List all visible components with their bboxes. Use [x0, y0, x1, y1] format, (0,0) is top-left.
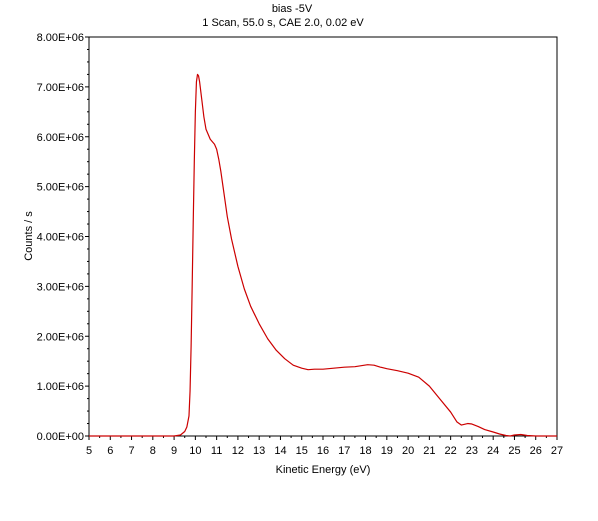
- x-axis-ticks: 5 6 7 8 9 10 11 12 13 14 15 16 17 18 19 20 21 22 23 24 25 26 2…: [86, 436, 563, 457]
- x-tick-label: 19: [381, 445, 393, 457]
- chart-title: bias -5V: [272, 3, 313, 15]
- x-tick-label: 16: [317, 445, 329, 457]
- x-tick-label: 17: [338, 445, 350, 457]
- y-tick-label: 4.00E+06: [37, 232, 84, 244]
- y-tick-label: 7.00E+06: [37, 82, 84, 94]
- x-tick-label: 20: [402, 445, 414, 457]
- x-tick-label: 12: [232, 445, 244, 457]
- x-tick-label: 21: [423, 445, 435, 457]
- x-tick-label: 18: [359, 445, 371, 457]
- x-tick-label: 25: [508, 445, 520, 457]
- y-tick-label: 2.00E+06: [37, 331, 84, 343]
- x-tick-label: 27: [551, 445, 563, 457]
- x-tick-label: 14: [274, 445, 286, 457]
- x-tick-label: 5: [86, 445, 92, 457]
- x-tick-label: 23: [466, 445, 478, 457]
- x-tick-label: 10: [189, 445, 201, 457]
- x-tick-label: 7: [128, 445, 134, 457]
- chart-subtitle: 1 Scan, 55.0 s, CAE 2.0, 0.02 eV: [202, 17, 364, 29]
- x-tick-label: 11: [211, 445, 222, 457]
- y-axis-label: Counts / s: [23, 211, 35, 261]
- y-tick-label: 0.00E+00: [37, 431, 84, 443]
- x-tick-label: 22: [445, 445, 457, 457]
- x-tick-label: 26: [530, 445, 542, 457]
- x-tick-label: 8: [150, 445, 156, 457]
- plot-frame: [88, 36, 558, 437]
- x-tick-label: 13: [253, 445, 265, 457]
- x-tick-label: 24: [487, 445, 499, 457]
- x-tick-label: 6: [107, 445, 113, 457]
- y-tick-label: 1.00E+06: [37, 381, 84, 393]
- x-axis-label: Kinetic Energy (eV): [276, 464, 371, 476]
- y-tick-label: 3.00E+06: [37, 281, 84, 293]
- y-axis-ticks: 0.00E+00 1.00E+06 2.00E+06 3.00E+06 4.00E+06…: [37, 32, 89, 443]
- series-layer: [89, 73, 557, 437]
- y-tick-label: 6.00E+06: [37, 132, 84, 144]
- series-line: [89, 73, 557, 437]
- y-tick-label: 8.00E+06: [37, 32, 84, 44]
- x-tick-label: 9: [171, 445, 177, 457]
- x-tick-label: 15: [296, 445, 308, 457]
- y-tick-label: 5.00E+06: [37, 182, 84, 194]
